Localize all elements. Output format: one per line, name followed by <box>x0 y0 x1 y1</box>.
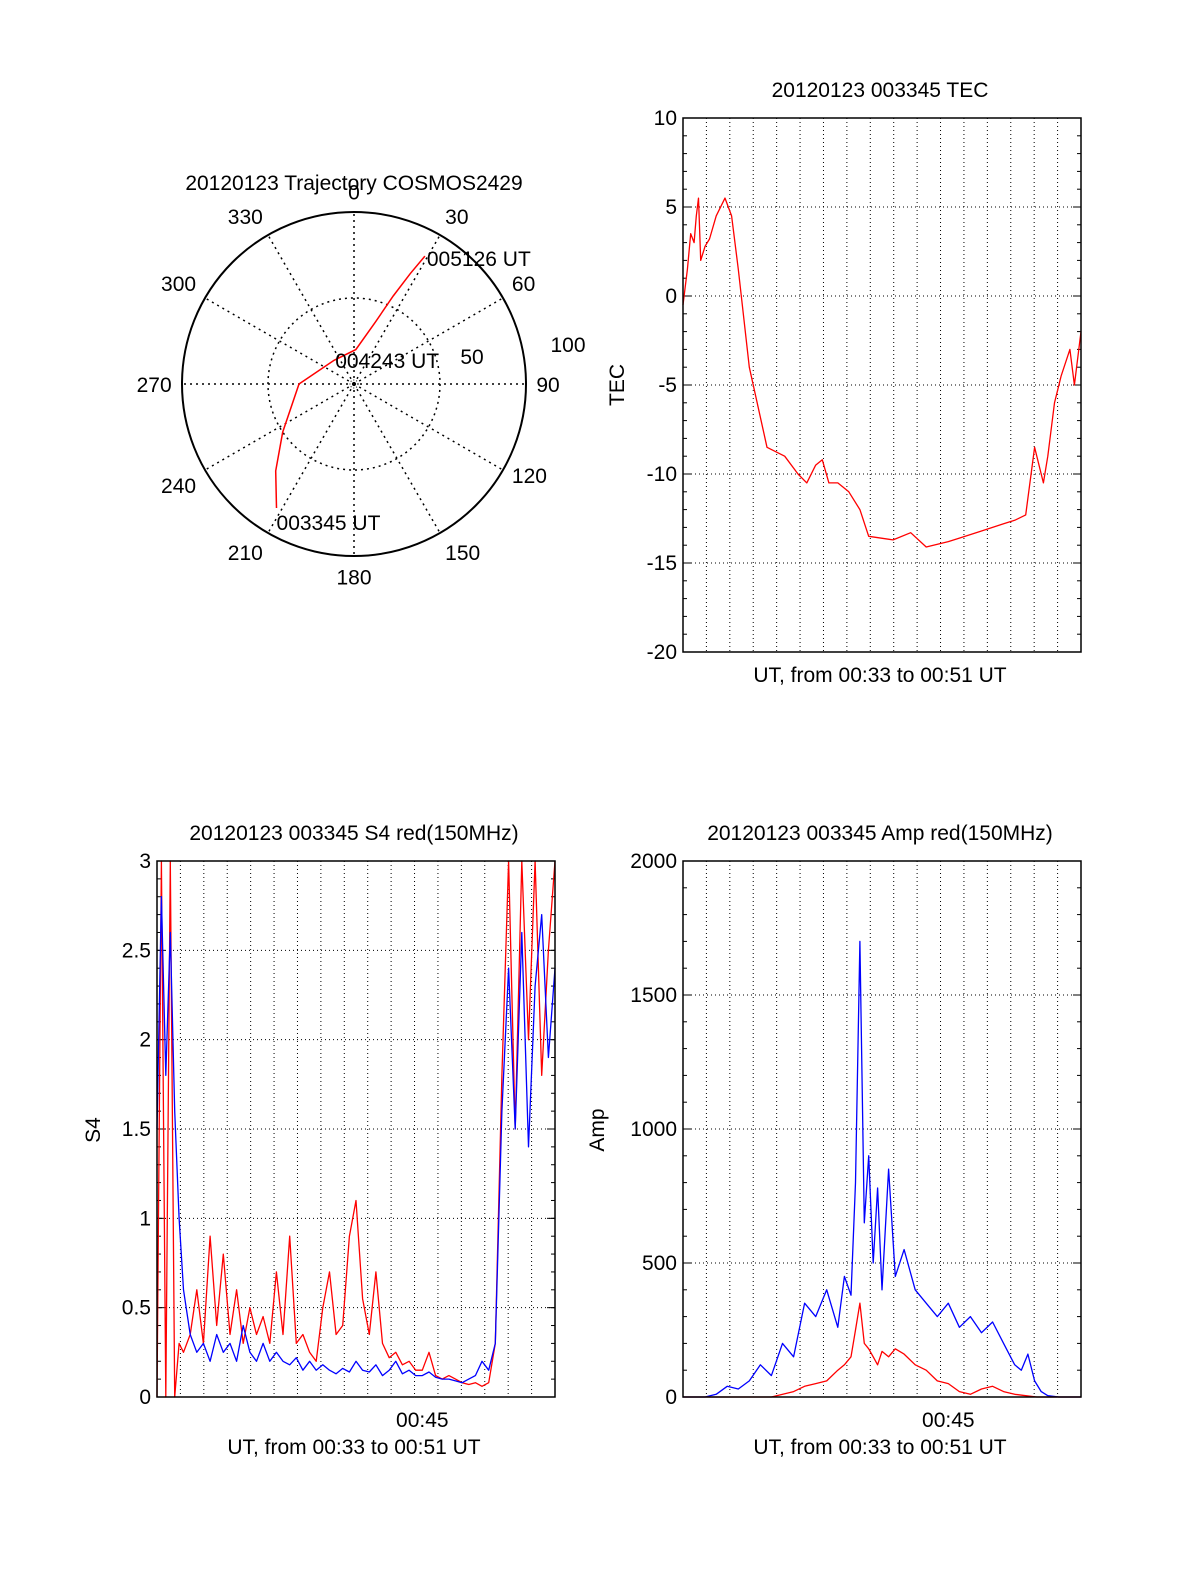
series-line-red <box>683 1302 1081 1398</box>
trajectory-annotation: 003345 UT <box>277 512 381 535</box>
polar-radius-label: 50 <box>460 346 483 369</box>
polar-azimuth-label: 330 <box>228 206 263 229</box>
polar-azimuth-label: 210 <box>228 542 263 565</box>
s4-title: 20120123 003345 S4 red(150MHz) <box>189 822 518 845</box>
polar-spoke <box>353 297 504 385</box>
polar-radius-label: 100 <box>550 334 585 357</box>
polar-panel: 20120123 Trajectory COSMOS2429 0 30 60 90 12… <box>137 172 586 589</box>
polar-spoke <box>353 383 441 534</box>
s4-plot: 3 2.5 2 1.5 1 0.5 0 00:45 <box>122 850 556 1432</box>
x-tick-label: 00:45 <box>396 1409 449 1432</box>
tec-panel: 20120123 003345 TEC UT, from 00:33 to 00… <box>606 79 1082 687</box>
plot-frame <box>682 860 1082 1398</box>
polar-spoke <box>204 297 355 385</box>
polar-azimuth-label: 0 <box>348 182 360 205</box>
polar-azimuth-label: 120 <box>512 465 547 488</box>
y-tick-label: -15 <box>647 552 677 575</box>
y-tick-label: 1500 <box>630 984 677 1007</box>
plot-frame <box>682 117 1082 653</box>
polar-azimuth-label: 90 <box>536 374 559 397</box>
y-tick-label: 2000 <box>630 850 677 873</box>
s4-panel: 20120123 003345 S4 red(150MHz) UT, from … <box>82 822 556 1459</box>
y-tick-label: 3 <box>139 850 151 873</box>
y-tick-label: -10 <box>647 463 677 486</box>
amp-panel: 20120123 003345 Amp red(150MHz) UT, from… <box>586 822 1082 1459</box>
polar-azimuth-label: 150 <box>445 542 480 565</box>
polar-azimuth-label: 300 <box>161 273 196 296</box>
polar-spoke <box>204 383 355 471</box>
polar-spoke <box>267 234 355 385</box>
trajectory-line <box>274 255 426 509</box>
trajectory-annotation: 005126 UT <box>427 248 531 271</box>
s4-ylabel: S4 <box>82 1117 105 1143</box>
polar-spoke <box>267 383 355 534</box>
polar-azimuth-label: 270 <box>137 374 172 397</box>
tec-plot: 10 5 0 -5 -10 -15 -20 <box>647 107 1082 664</box>
series-line-red <box>156 860 556 1398</box>
amp-xlabel: UT, from 00:33 to 00:51 UT <box>753 1436 1006 1459</box>
y-tick-label: 1 <box>139 1207 151 1230</box>
x-tick-label: 00:45 <box>922 1409 975 1432</box>
amp-plot: 2000 1500 1000 500 0 00:45 <box>630 850 1082 1432</box>
tec-title: 20120123 003345 TEC <box>772 79 989 102</box>
y-tick-label: 0 <box>139 1386 151 1409</box>
polar-grid <box>181 211 527 557</box>
s4-xlabel: UT, from 00:33 to 00:51 UT <box>227 1436 480 1459</box>
polar-spoke <box>353 383 504 471</box>
amp-ylabel: Amp <box>586 1108 609 1151</box>
y-tick-label: 0 <box>665 1386 677 1409</box>
trajectory-annotation: 004243 UT <box>335 350 439 373</box>
amp-title: 20120123 003345 Amp red(150MHz) <box>707 822 1053 845</box>
series-line-red <box>682 197 1082 548</box>
y-tick-label: 2 <box>139 1029 151 1052</box>
polar-azimuth-label: 30 <box>445 206 468 229</box>
polar-labels: 0 30 60 90 120 150 180 210 240 270 300 330 50 100 <box>137 182 586 590</box>
y-tick-label: -5 <box>658 374 677 397</box>
polar-title: 20120123 Trajectory COSMOS2429 <box>185 172 522 195</box>
tec-ylabel: TEC <box>606 364 629 406</box>
y-tick-label: 1.5 <box>122 1118 151 1141</box>
polar-spoke <box>353 234 441 385</box>
y-tick-label: 5 <box>665 196 677 219</box>
polar-center <box>349 379 359 389</box>
polar-series: 005126 UT 004243 UT 003345 UT <box>274 248 531 535</box>
y-tick-label: 500 <box>642 1252 677 1275</box>
polar-outer-circle <box>181 211 527 557</box>
y-tick-label: -20 <box>647 641 677 664</box>
plot-frame <box>156 860 556 1398</box>
y-tick-label: 0.5 <box>122 1297 151 1320</box>
y-tick-label: 2.5 <box>122 939 151 962</box>
series-line-blue <box>156 896 556 1384</box>
y-tick-label: 1000 <box>630 1118 677 1141</box>
tec-xlabel: UT, from 00:33 to 00:51 UT <box>753 664 1006 687</box>
polar-azimuth-label: 180 <box>336 566 371 589</box>
polar-azimuth-label: 60 <box>512 273 535 296</box>
y-tick-label: 10 <box>654 107 677 130</box>
polar-azimuth-label: 240 <box>161 475 196 498</box>
y-tick-label: 0 <box>665 285 677 308</box>
series-line-blue <box>683 940 1081 1398</box>
